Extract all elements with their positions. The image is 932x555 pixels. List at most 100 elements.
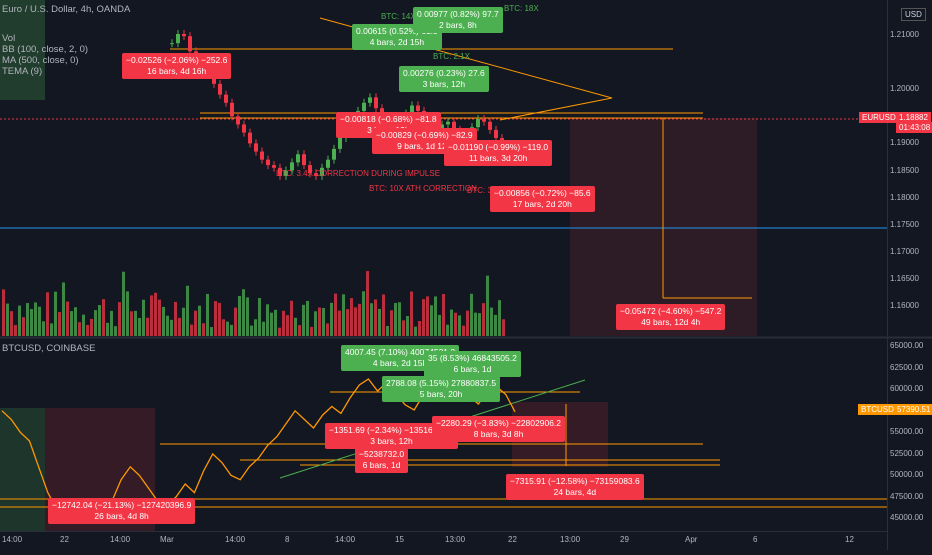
time-axis-tick: 22 — [60, 535, 69, 544]
volume-bar — [282, 310, 285, 336]
candle-body — [182, 34, 186, 37]
measure-label[interactable]: −0.05472 (−4.60%) −547.2 49 bars, 12d 4h — [616, 304, 726, 330]
measure-label[interactable]: −7315.91 (−12.58%) −73159083.6 24 bars, 4… — [506, 474, 644, 500]
volume-bar — [474, 312, 477, 336]
candle-body — [368, 97, 372, 103]
candle-body — [224, 94, 228, 103]
candle-body — [218, 83, 222, 95]
bottom-legend-title: BTCUSD, COINBASE — [2, 343, 96, 354]
time-axis-tick: Apr — [685, 535, 698, 544]
volume-bar — [318, 307, 321, 336]
annotation-note: BTC: 10X ATH CORRECTION — [369, 184, 477, 193]
measure-label[interactable]: −0.01190 (−0.99%) −119.0 11 bars, 3d 20h — [444, 140, 553, 166]
volume-bar — [294, 317, 297, 336]
candle-body — [176, 34, 180, 44]
volume-bar — [454, 312, 457, 336]
price-axis-tick: 1.21000 — [890, 30, 919, 40]
volume-bar — [486, 275, 489, 336]
volume-bar — [302, 304, 305, 336]
price-axis[interactable]: 1.210001.200001.195001.190001.185001.180… — [887, 0, 932, 550]
price-axis-tick: 60000.00 — [890, 384, 924, 394]
candle-body — [320, 167, 324, 176]
volume-bar — [330, 302, 333, 336]
volume-bar — [138, 317, 141, 336]
volume-bar — [158, 299, 161, 336]
volume-bar — [46, 292, 49, 336]
annotation-note: BTC: 3X — [467, 186, 498, 195]
price-axis-tick: 62500.00 — [890, 362, 924, 372]
candle-body — [266, 159, 270, 166]
volume-bar — [390, 310, 393, 336]
btcusd-last-price: 57390.51 — [894, 404, 932, 415]
volume-bar — [234, 307, 237, 336]
volume-bar — [370, 303, 373, 336]
measure-label[interactable]: −2280.29 (−3.83%) −22802906.2 8 bars, 3d … — [432, 416, 566, 442]
time-axis-tick: 14:00 — [225, 535, 246, 544]
volume-bar — [290, 300, 293, 336]
candle-body — [416, 105, 420, 111]
volume-bar — [218, 302, 221, 336]
candle-body — [326, 159, 330, 168]
volume-bar — [22, 317, 25, 336]
volume-bar — [62, 282, 65, 336]
price-axis-tick: 1.17500 — [890, 219, 919, 229]
time-axis-tick: 13:00 — [560, 535, 581, 544]
price-axis-tick: 1.20000 — [890, 84, 919, 94]
price-axis-tick: 65000.00 — [890, 341, 924, 351]
volume-bar — [422, 299, 425, 336]
top-legend-bb: BB (100, close, 2, 0) — [2, 44, 89, 55]
time-axis-tick: 8 — [285, 535, 290, 544]
volume-bar — [98, 305, 101, 336]
candle-body — [248, 132, 252, 144]
volume-bar — [154, 292, 157, 336]
volume-bar — [274, 309, 277, 336]
volume-bar — [78, 322, 81, 336]
time-axis-tick: 6 — [753, 535, 758, 544]
volume-bar — [326, 323, 329, 336]
volume-bar — [434, 296, 437, 336]
volume-bar — [306, 300, 309, 336]
volume-bar — [94, 310, 97, 336]
volume-bar — [42, 321, 45, 336]
candle-body — [272, 165, 276, 168]
measure-label[interactable]: 0.00276 (0.23%) 27.6 3 bars, 12h — [399, 66, 489, 92]
volume-bar — [146, 317, 149, 336]
volume-bar — [82, 314, 85, 336]
measure-label[interactable]: 35 (8.53%) 46843505.2 6 bars, 1d — [424, 351, 521, 377]
volume-bar — [262, 321, 265, 336]
volume-bar — [502, 319, 505, 336]
measure-label[interactable]: −0.02526 (−2.06%) −252.6 16 bars, 4d 16h — [122, 53, 232, 79]
volume-bar — [398, 302, 401, 336]
top-legend-tema: TEMA (9) — [2, 66, 43, 77]
measure-label[interactable]: 0.00977 (0.82%) 97.7 2 bars, 8h — [413, 7, 503, 33]
candle-body — [236, 116, 240, 125]
currency-button[interactable]: USD — [901, 8, 926, 21]
candle-body — [314, 173, 318, 176]
volume-bar — [142, 299, 145, 336]
candle-body — [290, 162, 294, 171]
candle-body — [374, 97, 378, 109]
measure-label[interactable]: −0.00856 (−0.72%) −85.6 17 bars, 2d 20h — [490, 186, 595, 212]
volume-bar — [50, 323, 53, 336]
price-axis-tick: 55000.00 — [890, 427, 924, 437]
volume-bar — [122, 271, 125, 336]
volume-bar — [490, 307, 493, 336]
measure-label[interactable]: −5238732.0 6 bars, 1d — [355, 447, 409, 473]
candle-body — [242, 124, 246, 133]
measure-label[interactable]: 2788.08 (5.15%) 27880837.5 5 bars, 20h — [382, 376, 501, 402]
volume-bar — [494, 314, 497, 336]
volume-bar — [86, 324, 89, 336]
volume-bar — [210, 327, 213, 336]
volume-bar — [102, 299, 105, 336]
price-axis-tick: 1.18000 — [890, 192, 919, 202]
candle-body — [338, 138, 342, 149]
volume-bar — [194, 310, 197, 336]
annotation-note: BTC: 2.1X — [433, 52, 470, 61]
volume-bar — [382, 294, 385, 336]
measure-label[interactable]: −12742.04 (−21.13%) −127420396.9 26 bars,… — [48, 498, 196, 524]
volume-bar — [278, 327, 281, 336]
time-axis-tick: 15 — [395, 535, 404, 544]
volume-bar — [314, 311, 317, 336]
volume-bar — [414, 326, 417, 336]
